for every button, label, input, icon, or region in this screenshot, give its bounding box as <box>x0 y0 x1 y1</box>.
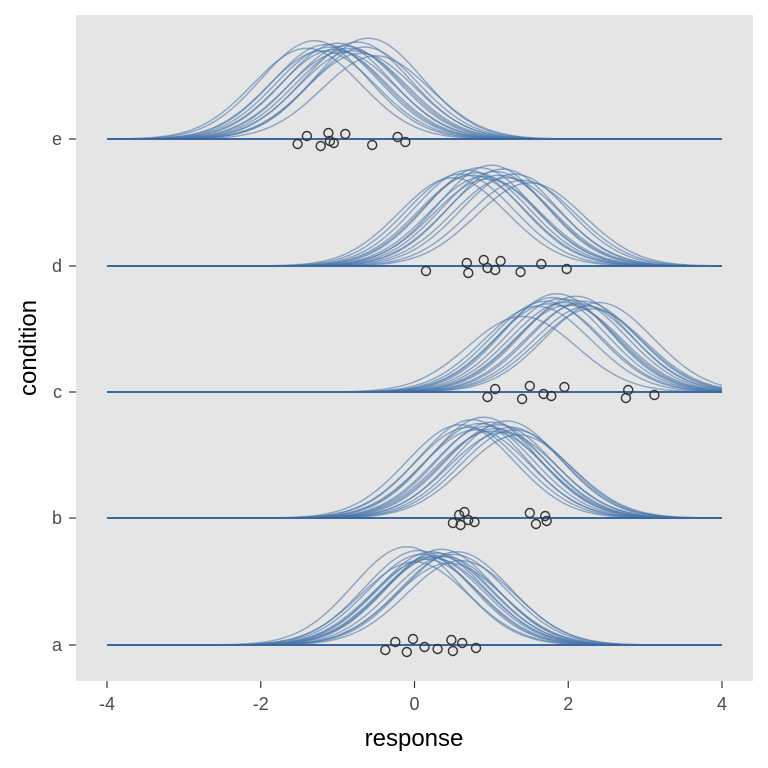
data-point-a <box>470 642 482 654</box>
data-point-c <box>623 384 634 396</box>
data-point-e <box>367 139 378 151</box>
axes-layer: -4 -2 0 2 4 a b c d e <box>52 129 727 714</box>
data-point-d <box>536 258 547 270</box>
data-point-b <box>447 517 459 529</box>
data-point-b <box>469 516 480 528</box>
x-tick-label: -4 <box>99 694 115 714</box>
data-point-d <box>420 265 432 277</box>
data-point-e <box>292 138 303 150</box>
data-point-a <box>419 641 430 653</box>
curves-layer <box>107 37 723 646</box>
data-point-c <box>524 380 535 392</box>
data-point-e <box>301 130 313 142</box>
data-point-d <box>463 267 474 279</box>
x-tick-label: 2 <box>563 694 573 714</box>
data-point-a <box>457 637 468 649</box>
data-point-e <box>340 128 351 140</box>
data-point-d <box>482 262 493 274</box>
data-point-b <box>541 515 552 527</box>
x-tick-label: 0 <box>409 694 419 714</box>
data-point-e <box>392 131 403 143</box>
x-tick-label: -2 <box>253 694 269 714</box>
data-point-c <box>482 391 493 403</box>
points-layer <box>292 127 660 658</box>
data-point-e <box>323 127 334 139</box>
y-tick-label: b <box>52 508 62 528</box>
data-point-d <box>495 255 506 267</box>
data-point-a <box>380 644 391 656</box>
y-tick-label: e <box>52 129 62 149</box>
data-point-e <box>315 140 326 152</box>
data-point-e <box>400 136 411 148</box>
data-point-b <box>453 509 465 521</box>
data-point-d <box>561 263 572 275</box>
data-point-b <box>463 514 474 526</box>
data-point-b <box>540 510 551 522</box>
x-axis-title: response <box>365 725 464 752</box>
data-point-d <box>490 264 501 276</box>
data-point-b <box>530 518 542 530</box>
data-point-c <box>546 390 557 402</box>
data-point-c <box>559 381 570 393</box>
data-point-b <box>455 519 466 531</box>
data-point-c <box>649 389 660 401</box>
data-point-a <box>407 633 419 645</box>
data-point-a <box>446 634 457 646</box>
data-point-b <box>524 507 535 519</box>
data-point-a <box>401 646 412 658</box>
data-point-d <box>515 266 526 278</box>
data-point-c <box>490 383 501 395</box>
y-tick-label: c <box>53 382 62 402</box>
y-tick-label: d <box>52 256 62 276</box>
data-point-c <box>516 393 528 405</box>
y-tick-label: a <box>52 635 63 655</box>
x-tick-label: 4 <box>717 694 727 714</box>
data-point-e <box>328 137 339 149</box>
data-point-d <box>461 257 472 269</box>
data-point-a <box>432 643 443 655</box>
data-point-a <box>447 645 459 657</box>
data-point-c <box>538 388 549 400</box>
data-point-a <box>390 636 401 648</box>
y-axis-title: condition <box>15 300 42 396</box>
